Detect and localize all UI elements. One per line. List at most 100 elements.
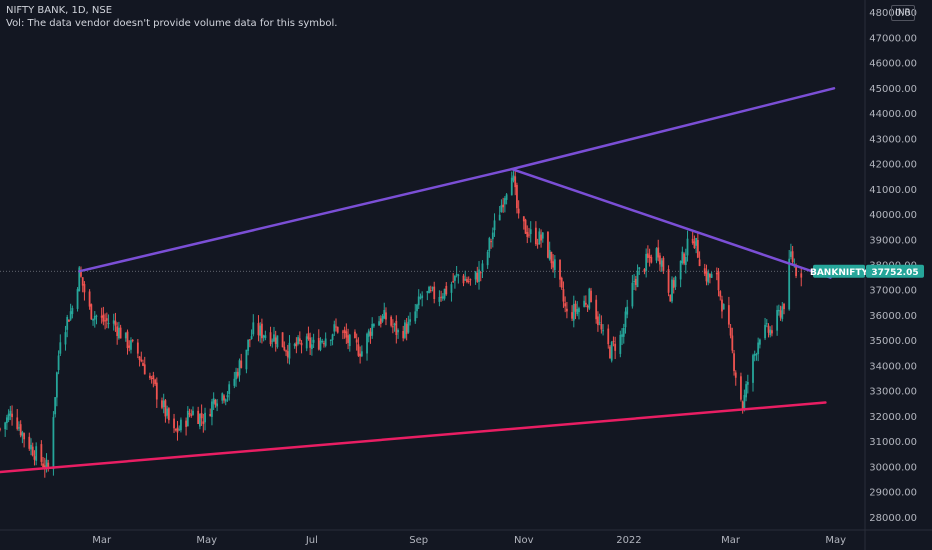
candle [357, 337, 360, 357]
candle [174, 428, 177, 432]
candle [16, 409, 19, 431]
candle-body [333, 324, 336, 332]
candle [791, 245, 794, 264]
candle [469, 278, 472, 286]
candle [224, 398, 227, 406]
candle [674, 275, 677, 290]
candle-body [667, 269, 670, 293]
candle-body [69, 311, 72, 320]
candle-body [534, 227, 537, 245]
candle [746, 374, 749, 394]
candle-body [131, 339, 134, 341]
candle-body [776, 310, 779, 331]
candle-body [395, 320, 398, 335]
candle-body [28, 436, 31, 449]
candle-body [636, 270, 639, 288]
time-axis[interactable]: Mar May Jul Sep Nov 2022 Mar May [92, 535, 846, 546]
candle-body [500, 205, 503, 213]
candle [493, 213, 496, 237]
candle [173, 413, 175, 433]
y-tick-label: 35000.00 [869, 336, 917, 347]
candle [696, 233, 699, 259]
candle-body [347, 335, 349, 343]
candle-body [443, 288, 446, 299]
candle-body [16, 417, 19, 429]
candle [776, 305, 779, 336]
candle-body [117, 327, 120, 339]
candle-body [698, 259, 701, 267]
candle [534, 221, 537, 247]
candle [548, 241, 551, 261]
trendline-layer[interactable] [0, 87, 836, 474]
candle-body [441, 296, 444, 299]
y-tick-label: 28000.00 [869, 513, 917, 524]
candle [281, 332, 284, 348]
candle-body [405, 323, 408, 335]
candle-body [271, 340, 274, 342]
candle [512, 169, 515, 183]
y-tick-label: 29000.00 [869, 488, 917, 499]
trendline-upper-falling[interactable] [510, 167, 832, 279]
candle [164, 399, 167, 423]
candle [414, 303, 417, 324]
candle-body [281, 332, 284, 348]
candle [624, 307, 627, 334]
candle [667, 265, 670, 297]
candle [216, 399, 219, 412]
badge-price-label: 37752.05 [871, 268, 918, 278]
candle [429, 285, 432, 293]
candle [516, 182, 518, 214]
candle-body [59, 342, 62, 354]
candle [297, 335, 299, 346]
candle-body [228, 384, 231, 395]
candle [771, 325, 773, 337]
candle-body [164, 400, 167, 417]
candle [753, 350, 756, 362]
candle [19, 420, 22, 438]
candle-body [467, 280, 470, 282]
candle-body [574, 303, 577, 312]
candle [238, 358, 241, 382]
candle-body [4, 422, 7, 430]
candle-body [114, 320, 117, 326]
candle-body [624, 311, 627, 328]
candle [550, 251, 553, 270]
candle [402, 325, 405, 342]
candle [271, 338, 274, 348]
candle [698, 251, 701, 267]
candle-body [152, 375, 155, 379]
candle [88, 289, 91, 310]
candle [729, 324, 732, 339]
candle [379, 315, 382, 328]
candle-body [493, 220, 496, 231]
candle-body [559, 259, 561, 280]
candle [727, 296, 730, 328]
candle-body [367, 330, 370, 337]
candle-body [560, 277, 563, 288]
candle [707, 269, 710, 286]
candle [300, 340, 303, 354]
candle-body [286, 351, 289, 358]
candle-body [462, 275, 465, 284]
candle-body [348, 334, 351, 347]
candle-body [715, 273, 718, 275]
candle-body [717, 271, 720, 291]
price-axis[interactable]: 28000.00 29000.00 30000.00 31000.00 32000.00… [869, 8, 917, 524]
candle [11, 405, 13, 426]
candle-body [416, 304, 418, 312]
candle [758, 338, 761, 349]
candle-body [64, 332, 67, 345]
candle [261, 318, 263, 344]
candle-body [335, 326, 337, 328]
candle [500, 199, 503, 213]
trendline-lower-support[interactable] [0, 401, 827, 474]
candle-body [540, 234, 542, 241]
candle-body [607, 328, 610, 345]
candle-body [655, 248, 658, 261]
candle [395, 315, 398, 344]
currency-button[interactable]: INR [891, 5, 915, 21]
candle [198, 413, 201, 430]
candle [433, 281, 436, 304]
candle-body [31, 446, 34, 456]
